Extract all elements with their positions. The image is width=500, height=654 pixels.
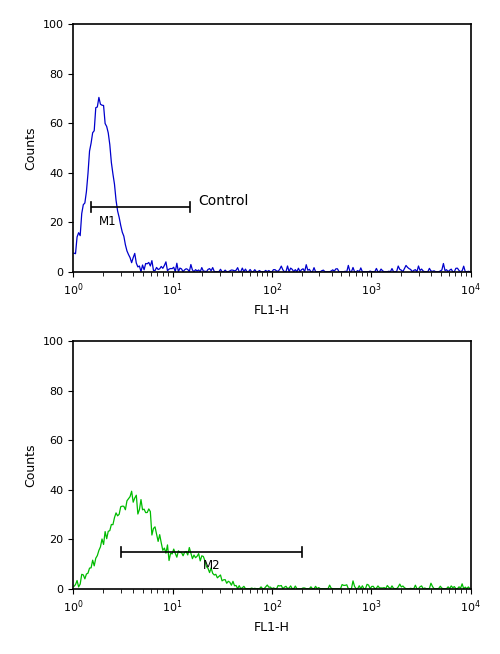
X-axis label: FL1-H: FL1-H (254, 303, 290, 317)
Y-axis label: Counts: Counts (24, 126, 37, 170)
Text: M2: M2 (202, 559, 220, 572)
Text: M1: M1 (98, 215, 116, 228)
Text: Control: Control (198, 194, 248, 208)
Y-axis label: Counts: Counts (24, 443, 37, 487)
X-axis label: FL1-H: FL1-H (254, 621, 290, 634)
